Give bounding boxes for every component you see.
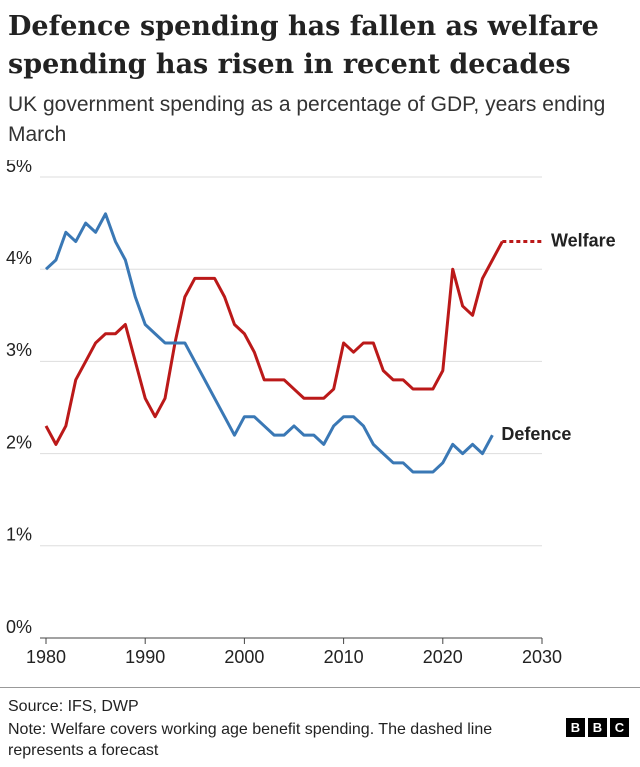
x-tick-label: 2010 (324, 647, 364, 667)
y-tick-label: 0% (6, 617, 32, 637)
chart-subtitle: UK government spending as a percentage o… (8, 93, 606, 146)
y-tick-label: 4% (6, 248, 32, 268)
y-tick-label: 5% (6, 160, 32, 176)
x-tick-label: 2020 (423, 647, 463, 667)
y-tick-label: 1% (6, 525, 32, 545)
series-line (44, 212, 494, 474)
chart: 0% 1% 2% 3% 4% 5% 1980 1990 2000 2010 2020 2030 Welf… (6, 160, 616, 667)
footer: Source: IFS, DWP Note: Welfare covers wo… (0, 687, 640, 759)
series-label: Defence (501, 424, 571, 444)
y-tick-label: 3% (6, 340, 32, 360)
source: Source: IFS, DWP (8, 698, 139, 715)
x-tick-label: 1990 (125, 647, 165, 667)
x-tick-label: 2000 (224, 647, 264, 667)
x-tick-label: 1980 (26, 647, 66, 667)
series-line (44, 240, 504, 446)
x-tick-label: 2030 (522, 647, 562, 667)
y-tick-label: 2% (6, 432, 32, 452)
series-label: Welfare (551, 230, 616, 250)
chart-title: Defence spending has fallen as welfare s… (8, 11, 599, 80)
note: Note: Welfare covers working age benefit… (8, 721, 493, 759)
